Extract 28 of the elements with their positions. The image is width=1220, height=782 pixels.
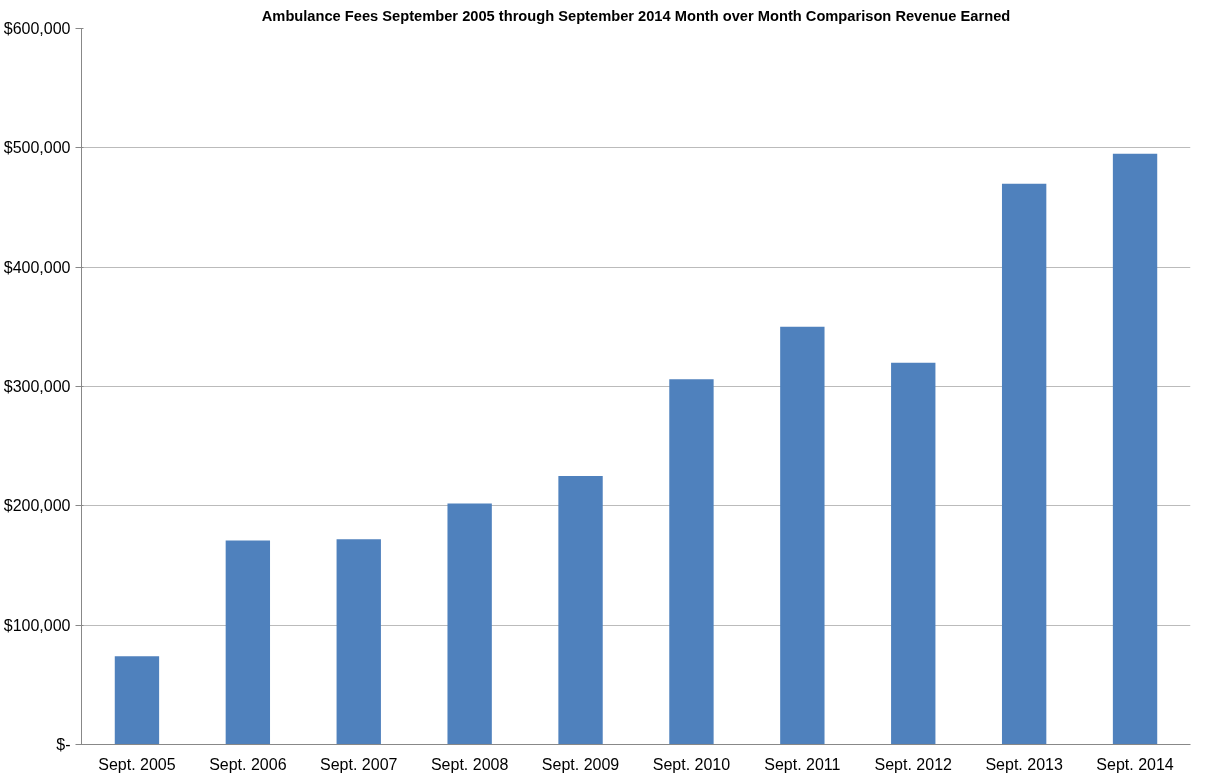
bar	[336, 539, 381, 745]
x-tick-label: Sept. 2013	[985, 755, 1063, 773]
x-tick-label: Sept. 2005	[98, 755, 176, 773]
bar	[1112, 153, 1158, 745]
y-tick-label: $400,000	[3, 258, 71, 276]
bar	[558, 476, 603, 745]
x-tick-label: Sept. 2012	[874, 755, 953, 773]
y-tick-label: $200,000	[3, 497, 71, 515]
y-tick-label: $600,000	[3, 20, 71, 37]
bar	[225, 540, 271, 745]
x-tick-label: Sept. 2014	[1096, 755, 1174, 773]
y-tick-label: $500,000	[3, 139, 71, 157]
y-tick-label: $300,000	[3, 378, 71, 395]
x-tick-label: Sept. 2009	[541, 755, 620, 773]
y-tick-label: $-	[56, 736, 71, 753]
x-tick-label: Sept. 2011	[764, 755, 841, 773]
bar	[447, 503, 492, 745]
bar	[780, 326, 825, 745]
bar	[891, 362, 936, 745]
x-tick-label: Sept. 2007	[320, 755, 398, 773]
bar	[1001, 183, 1047, 745]
chart-title: Ambulance Fees September 2005 through September 2014 Month over Month Comparison Revenue Earned	[261, 7, 1011, 24]
x-tick-label: Sept. 2010	[652, 755, 731, 773]
x-tick-label: Sept. 2008	[430, 755, 509, 773]
bar	[114, 656, 160, 745]
y-tick-label: $100,000	[3, 616, 71, 634]
bar	[669, 379, 714, 745]
x-tick-label: Sept. 2006	[209, 755, 287, 773]
